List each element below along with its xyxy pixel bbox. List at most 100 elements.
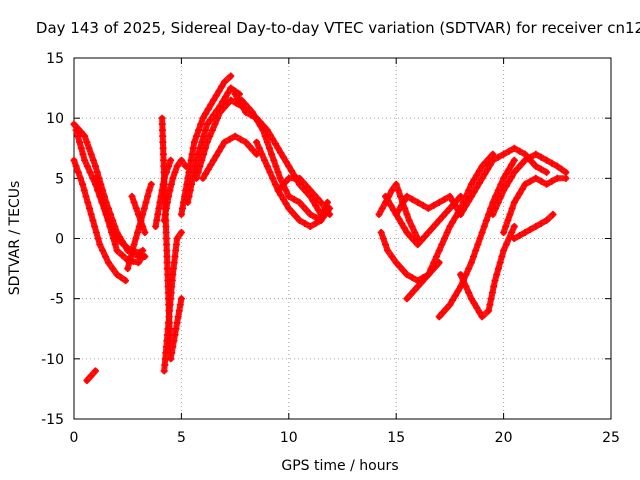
data-point (108, 229, 116, 236)
data-point (91, 367, 99, 375)
data-point (313, 194, 321, 202)
data-point (218, 83, 226, 91)
data-point (451, 292, 459, 300)
series-line (382, 193, 464, 248)
data-point (248, 108, 256, 116)
data-point (400, 197, 408, 205)
data-point (317, 198, 325, 206)
data-point (410, 237, 418, 244)
data-point (451, 213, 459, 221)
data-point (74, 132, 82, 140)
data-point (288, 167, 295, 175)
data-point (87, 210, 95, 218)
data-point (480, 223, 488, 230)
data-point (76, 174, 84, 182)
data-point (118, 251, 126, 259)
data-point (172, 247, 180, 254)
x-tick-label: 25 (602, 430, 620, 446)
data-point (215, 87, 223, 95)
data-point (478, 162, 486, 170)
data-point (277, 149, 285, 157)
data-point (139, 247, 147, 255)
data-point (172, 325, 180, 333)
data-point (513, 194, 521, 202)
data-point (502, 170, 510, 178)
data-point (166, 307, 174, 315)
data-point (207, 161, 215, 169)
data-point (72, 162, 80, 170)
data-point (435, 313, 443, 321)
data-point (241, 100, 249, 108)
data-point (238, 96, 245, 104)
data-point (212, 152, 220, 160)
data-point (166, 186, 174, 194)
data-point (79, 180, 87, 188)
data-point (106, 223, 114, 230)
data-point (166, 301, 174, 309)
data-point (421, 275, 429, 283)
data-point (94, 235, 102, 242)
series-trace-f (128, 192, 149, 236)
data-point (197, 120, 205, 128)
data-point (134, 259, 142, 267)
data-point (400, 224, 408, 232)
data-point (77, 144, 85, 152)
data-point (296, 216, 303, 224)
data-point (199, 174, 207, 182)
x-tick-label: 5 (177, 430, 186, 446)
data-point (387, 201, 395, 209)
series-trace-b (70, 156, 130, 285)
data-point (279, 153, 287, 161)
data-point (442, 208, 450, 216)
data-point (435, 216, 443, 224)
data-point (261, 156, 269, 164)
y-tick-label: 5 (55, 171, 64, 187)
data-point (168, 277, 176, 285)
data-point (470, 299, 478, 307)
data-point (167, 180, 175, 188)
data-point (104, 216, 112, 224)
data-point (502, 241, 510, 248)
data-point (382, 192, 389, 200)
data-point (502, 223, 510, 230)
data-point (543, 216, 551, 224)
data-point (74, 168, 82, 176)
data-point (474, 241, 482, 248)
data-point (446, 301, 454, 309)
data-point (462, 201, 470, 209)
data-point (326, 210, 334, 218)
series-trace-i (160, 228, 185, 375)
data-point (196, 162, 204, 170)
data-point (231, 90, 239, 98)
data-series (70, 72, 570, 384)
data-point (397, 192, 404, 200)
data-point (87, 150, 95, 158)
data-point (159, 180, 167, 188)
data-point (158, 120, 166, 128)
series-trace-l (177, 72, 235, 218)
data-point (139, 223, 147, 230)
data-point (192, 132, 200, 140)
data-point (271, 140, 279, 148)
data-point (392, 259, 400, 267)
data-point (173, 319, 181, 327)
data-point (472, 247, 480, 254)
data-point (521, 180, 529, 188)
data-point (392, 180, 400, 188)
data-point (81, 132, 89, 140)
data-point (163, 247, 171, 254)
data-point (221, 93, 229, 101)
data-point (494, 153, 502, 161)
data-point (261, 132, 269, 140)
data-point (399, 267, 407, 275)
data-point (553, 174, 561, 182)
data-point (266, 168, 274, 176)
data-point (279, 195, 287, 203)
data-point (83, 138, 91, 146)
data-point (170, 259, 178, 267)
data-point (489, 156, 497, 164)
data-point (145, 186, 153, 194)
data-point (113, 271, 121, 279)
data-point (282, 200, 290, 208)
data-point (475, 167, 483, 175)
